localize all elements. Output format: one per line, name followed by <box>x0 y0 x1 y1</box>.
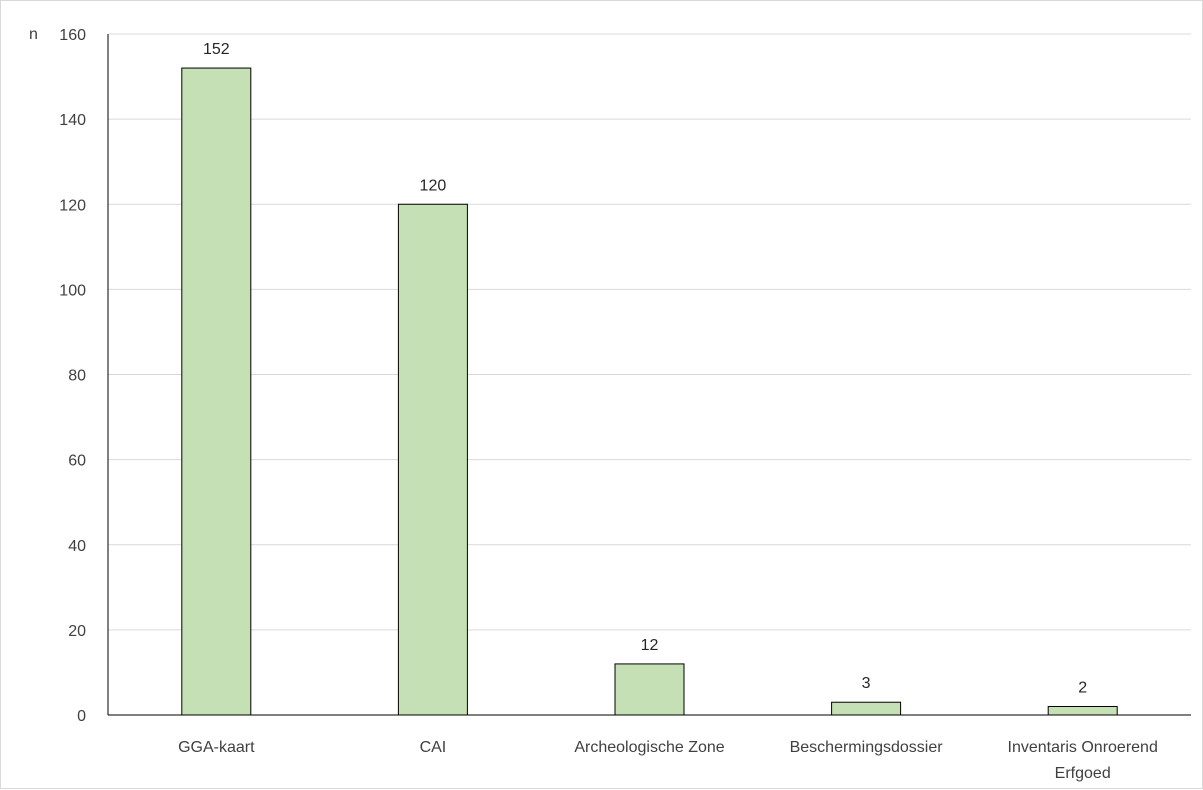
data-label: 152 <box>203 41 230 58</box>
gridlines <box>108 33 1191 631</box>
data-label: 120 <box>420 177 447 194</box>
bar <box>831 701 902 716</box>
x-tick-label: Erfgoed <box>1055 765 1111 782</box>
y-tick-label: 20 <box>68 623 86 640</box>
data-label: 12 <box>641 637 659 654</box>
y-axis-label: n <box>29 26 38 43</box>
bar <box>614 663 685 716</box>
bars <box>181 67 1118 716</box>
x-tick-label: Beschermingsdossier <box>790 739 944 756</box>
y-tick-label: 80 <box>68 368 86 385</box>
x-tick-label: CAI <box>420 739 447 756</box>
labels: 0 20 40 60 80 100 120 140 160 152 GGA-kaart 120 CAI 1… <box>59 27 1158 782</box>
y-tick-label: 60 <box>68 453 86 470</box>
x-tick-label: Archeologische Zone <box>574 739 724 756</box>
axes <box>107 34 1191 716</box>
y-tick-label: 120 <box>59 197 86 214</box>
data-label: 3 <box>862 675 871 692</box>
x-tick-label: Inventaris Onroerend <box>1008 739 1158 756</box>
bar <box>397 203 468 716</box>
data-label: 2 <box>1078 679 1087 696</box>
y-tick-label: 0 <box>77 708 86 725</box>
y-tick-label: 140 <box>59 112 86 129</box>
y-tick-label: 160 <box>59 27 86 44</box>
bar <box>1047 705 1118 716</box>
bar <box>181 67 252 716</box>
y-tick-label: 100 <box>59 282 86 299</box>
x-tick-label: GGA-kaart <box>178 739 255 756</box>
y-tick-label: 40 <box>68 538 86 555</box>
